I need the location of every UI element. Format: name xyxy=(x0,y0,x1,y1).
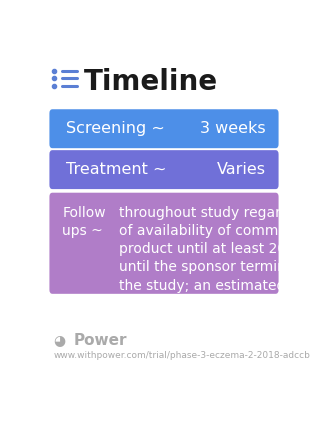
Text: Power: Power xyxy=(74,333,127,348)
Text: Timeline: Timeline xyxy=(84,68,218,96)
Text: www.withpower.com/trial/phase-3-eczema-2-2018-adccb: www.withpower.com/trial/phase-3-eczema-2… xyxy=(54,351,310,360)
Text: Follow
ups ~: Follow ups ~ xyxy=(62,206,106,238)
FancyBboxPatch shape xyxy=(49,109,279,148)
Text: throughout study regardless
of availability of commercial
product until at least: throughout study regardless of availabil… xyxy=(119,206,320,311)
Text: Screening ~: Screening ~ xyxy=(66,121,165,136)
Text: Treatment ~: Treatment ~ xyxy=(66,162,166,177)
Text: Varies: Varies xyxy=(217,162,266,177)
Text: ◕: ◕ xyxy=(54,334,66,348)
FancyBboxPatch shape xyxy=(49,150,279,189)
FancyBboxPatch shape xyxy=(49,193,279,294)
Text: 3 weeks: 3 weeks xyxy=(200,121,266,136)
